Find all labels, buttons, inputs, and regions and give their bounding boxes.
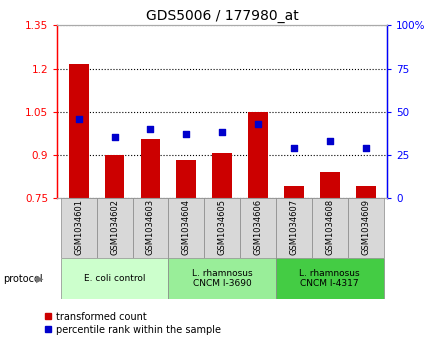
Text: GSM1034603: GSM1034603 [146, 199, 155, 255]
Point [147, 126, 154, 132]
Bar [169, 258, 276, 299]
Bar [356, 186, 376, 198]
Bar [105, 155, 125, 198]
Legend: transformed count, percentile rank within the sample: transformed count, percentile rank withi… [44, 311, 221, 335]
Point [183, 131, 190, 137]
Bar [240, 198, 276, 258]
Text: GSM1034608: GSM1034608 [325, 199, 334, 255]
Bar [284, 186, 304, 198]
Text: GSM1034609: GSM1034609 [361, 199, 370, 254]
Text: GSM1034604: GSM1034604 [182, 199, 191, 254]
Bar [348, 198, 384, 258]
Point [219, 130, 226, 135]
Text: protocol: protocol [4, 274, 43, 284]
Bar [320, 172, 340, 198]
Point [75, 115, 82, 121]
Text: GSM1034607: GSM1034607 [290, 199, 298, 255]
Title: GDS5006 / 177980_at: GDS5006 / 177980_at [146, 9, 299, 23]
Point [290, 145, 297, 151]
Bar [69, 64, 88, 198]
Bar [61, 198, 97, 258]
Bar [141, 139, 160, 198]
Point [111, 135, 118, 140]
Bar [204, 198, 240, 258]
Bar [169, 198, 204, 258]
Bar [213, 153, 232, 198]
Text: GSM1034601: GSM1034601 [74, 199, 83, 254]
Text: L. rhamnosus
CNCM I-3690: L. rhamnosus CNCM I-3690 [192, 269, 253, 288]
Text: E. coli control: E. coli control [84, 274, 145, 283]
Text: ▶: ▶ [36, 274, 44, 284]
Bar [132, 198, 169, 258]
Bar [276, 258, 384, 299]
Bar [312, 198, 348, 258]
Text: L. rhamnosus
CNCM I-4317: L. rhamnosus CNCM I-4317 [300, 269, 360, 288]
Bar [61, 258, 169, 299]
Bar [248, 112, 268, 198]
Bar [97, 198, 132, 258]
Text: GSM1034602: GSM1034602 [110, 199, 119, 254]
Text: GSM1034605: GSM1034605 [218, 199, 227, 254]
Bar [176, 160, 196, 198]
Point [255, 121, 262, 127]
Text: GSM1034606: GSM1034606 [253, 199, 263, 255]
Bar [276, 198, 312, 258]
Point [362, 145, 369, 151]
Point [326, 138, 334, 144]
